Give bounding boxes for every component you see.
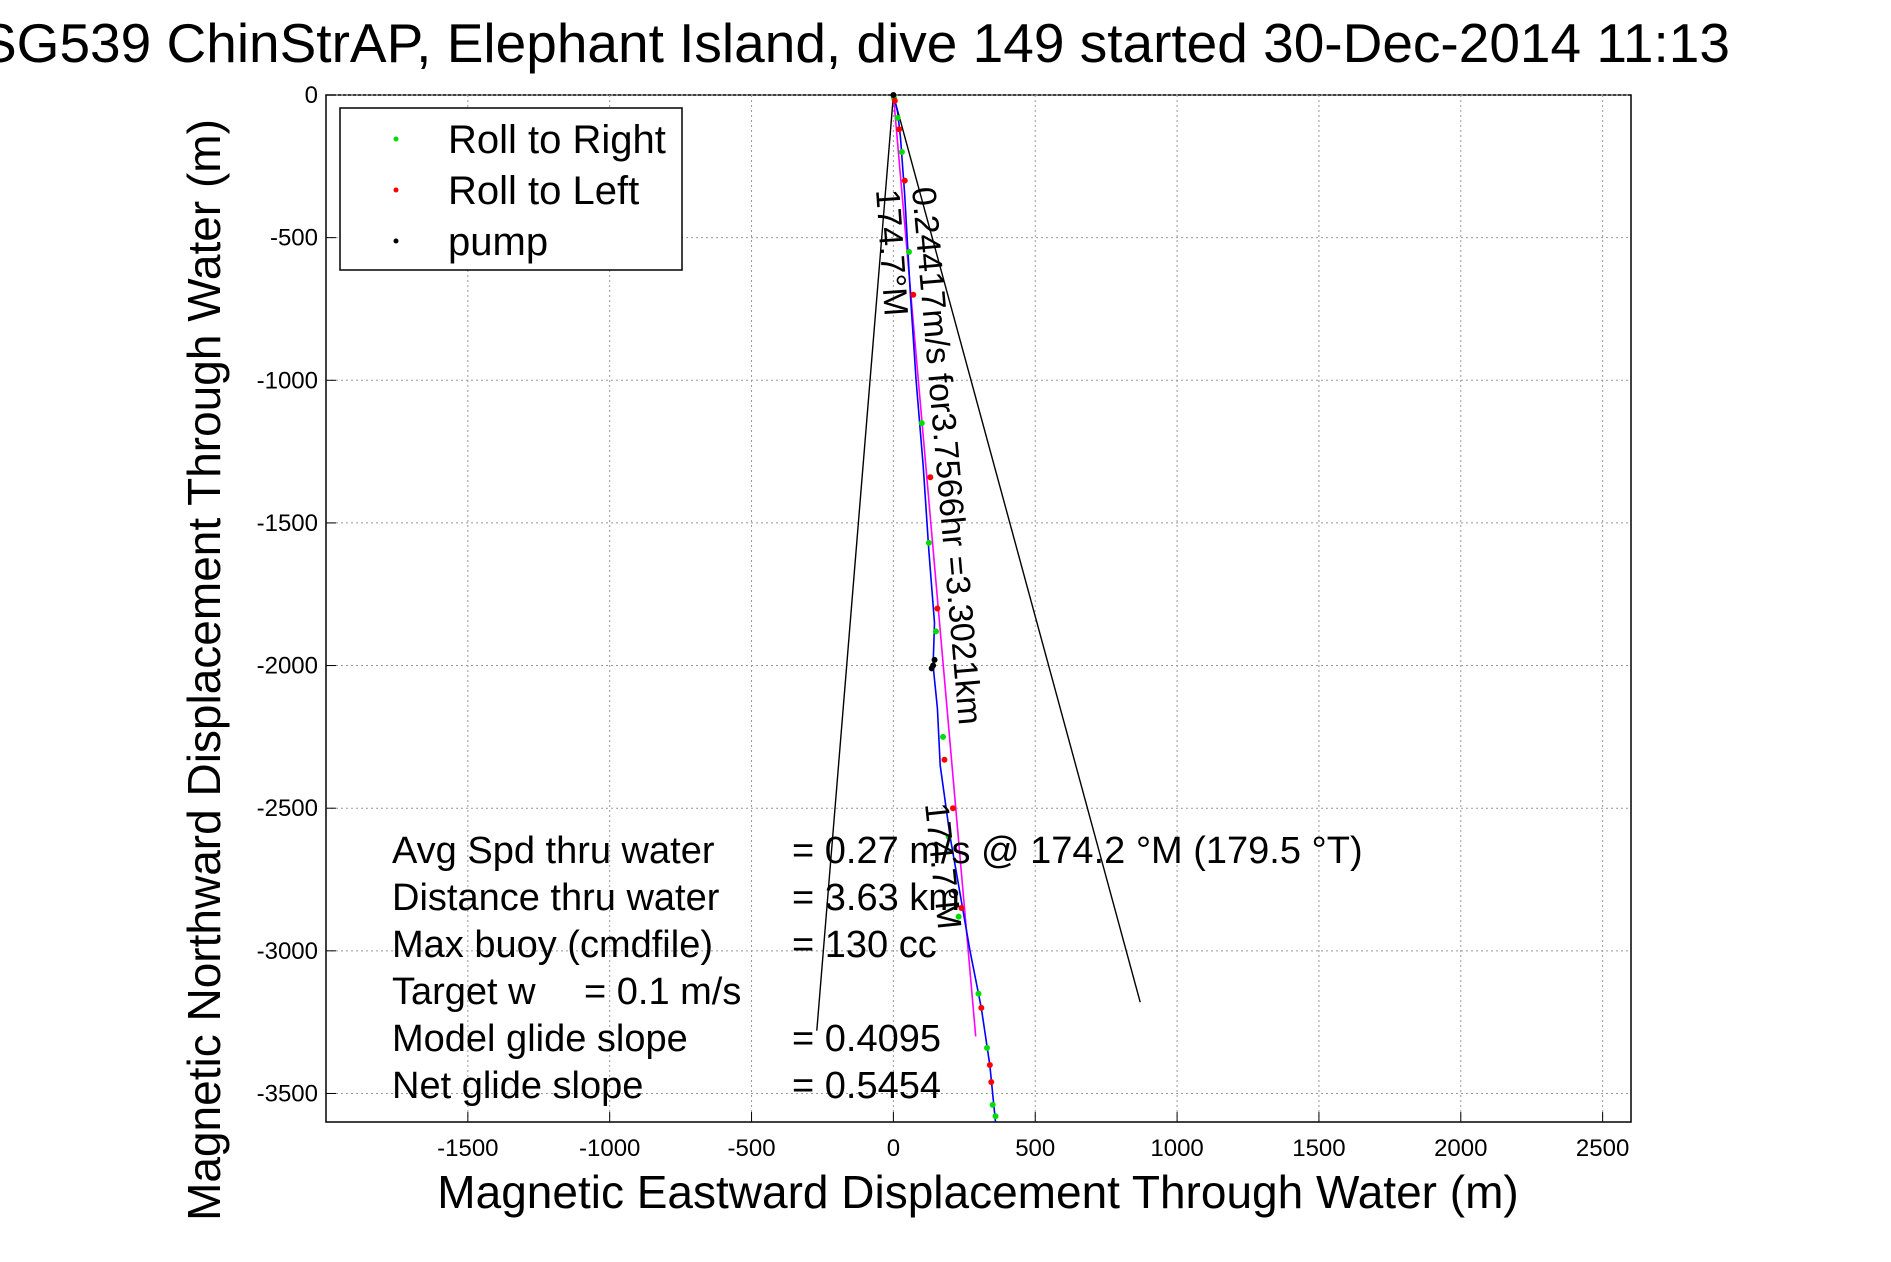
x-axis-ticks: -1500 -1000 -500 0 500 1000 1500 2000 2500 — [437, 1112, 1629, 1162]
pump-point — [928, 665, 935, 672]
y-tick-label: -3500 — [257, 1080, 318, 1107]
roll-left-point — [934, 605, 941, 612]
info-value-max-buoy: = 130 cc — [792, 924, 937, 966]
wedge-line — [892, 94, 1141, 1003]
roll-right-point — [975, 990, 982, 997]
info-label-avg-speed: Avg Spd thru water — [392, 830, 715, 872]
roll-right-point — [955, 913, 962, 920]
legend: Roll to Right Roll to Left pump — [339, 107, 683, 271]
x-axis-title: Magnetic Eastward Displacement Through W… — [437, 1166, 1518, 1218]
pump-point — [931, 656, 938, 663]
x-tick-label: -500 — [728, 1135, 776, 1162]
x-tick-label: 0 — [887, 1135, 900, 1162]
x-tick-label: -1500 — [437, 1135, 498, 1162]
roll-markers — [890, 92, 999, 1120]
roll-left-point — [896, 126, 903, 133]
roll-right-point — [894, 114, 901, 121]
roll-left-point — [927, 474, 934, 481]
roll-right-point — [989, 1101, 996, 1108]
legend-marker-roll-left — [393, 187, 399, 193]
info-value-distance: = 3.63 km — [792, 877, 960, 919]
wedge-line — [816, 94, 895, 1031]
x-tick-label: 2000 — [1434, 1135, 1487, 1162]
info-label-model-glide: Model glide slope — [392, 1018, 688, 1060]
info-value-target-w: = 0.1 m/s — [584, 971, 741, 1013]
info-block: Avg Spd thru water = 0.27 m/s @ 174.2 °M… — [392, 830, 1363, 1107]
roll-left-point — [910, 291, 917, 298]
y-tick-label: -1500 — [257, 510, 318, 537]
info-label-target-w: Target w — [392, 971, 536, 1013]
info-value-net-glide: = 0.5454 — [792, 1065, 941, 1107]
roll-right-point — [925, 539, 932, 546]
roll-right-point — [932, 628, 939, 635]
roll-right-point — [918, 420, 925, 427]
x-tick-label: 1000 — [1150, 1135, 1203, 1162]
annotation-heading-left: 174.7°M — [868, 188, 915, 317]
y-tick-label: -2000 — [257, 653, 318, 680]
legend-label-pump: pump — [448, 220, 548, 264]
y-tick-label: -1000 — [257, 367, 318, 394]
legend-label-roll-left: Roll to Left — [448, 169, 639, 213]
roll-left-point — [986, 1061, 993, 1068]
y-tick-label: -2500 — [257, 795, 318, 822]
roll-left-point — [901, 177, 908, 184]
x-tick-label: 1500 — [1292, 1135, 1345, 1162]
roll-left-point — [949, 805, 956, 812]
roll-left-point — [958, 905, 965, 912]
x-tick-label: -1000 — [579, 1135, 640, 1162]
info-value-model-glide: = 0.4095 — [792, 1018, 941, 1060]
y-axis-ticks: 0 -500 -1000 -1500 -2000 -2500 -3000 -3500 — [257, 82, 336, 1107]
y-tick-label: 0 — [305, 82, 318, 109]
info-label-net-glide: Net glide slope — [392, 1065, 643, 1107]
chart-title: SG539 ChinStrAP, Elephant Island, dive 1… — [0, 12, 1730, 74]
roll-right-point — [945, 833, 952, 840]
roll-left-point — [891, 97, 898, 104]
roll-left-point — [988, 1079, 995, 1086]
roll-right-point — [898, 149, 905, 156]
info-value-avg-speed: = 0.27 m/s @ 174.2 °M (179.5 °T) — [792, 830, 1363, 872]
legend-marker-pump — [393, 238, 399, 244]
legend-marker-roll-right — [393, 136, 399, 142]
info-label-max-buoy: Max buoy (cmdfile) — [392, 924, 713, 966]
roll-right-point — [940, 733, 947, 740]
legend-label-roll-right: Roll to Right — [448, 118, 666, 162]
pump-point — [890, 92, 897, 98]
heading-wedge — [816, 94, 1141, 1031]
y-tick-label: -500 — [270, 225, 318, 252]
roll-right-point — [905, 248, 912, 255]
roll-left-point — [978, 1004, 985, 1011]
y-axis-title: Magnetic Northward Displacement Through … — [178, 119, 230, 1221]
x-tick-label: 500 — [1015, 1135, 1055, 1162]
roll-right-point — [984, 1044, 991, 1051]
y-tick-label: -3000 — [257, 938, 318, 965]
roll-left-point — [941, 756, 948, 763]
x-tick-label: 2500 — [1576, 1135, 1629, 1162]
roll-right-point — [992, 1113, 999, 1120]
info-label-distance: Distance thru water — [392, 877, 720, 919]
track-line — [892, 94, 997, 1123]
